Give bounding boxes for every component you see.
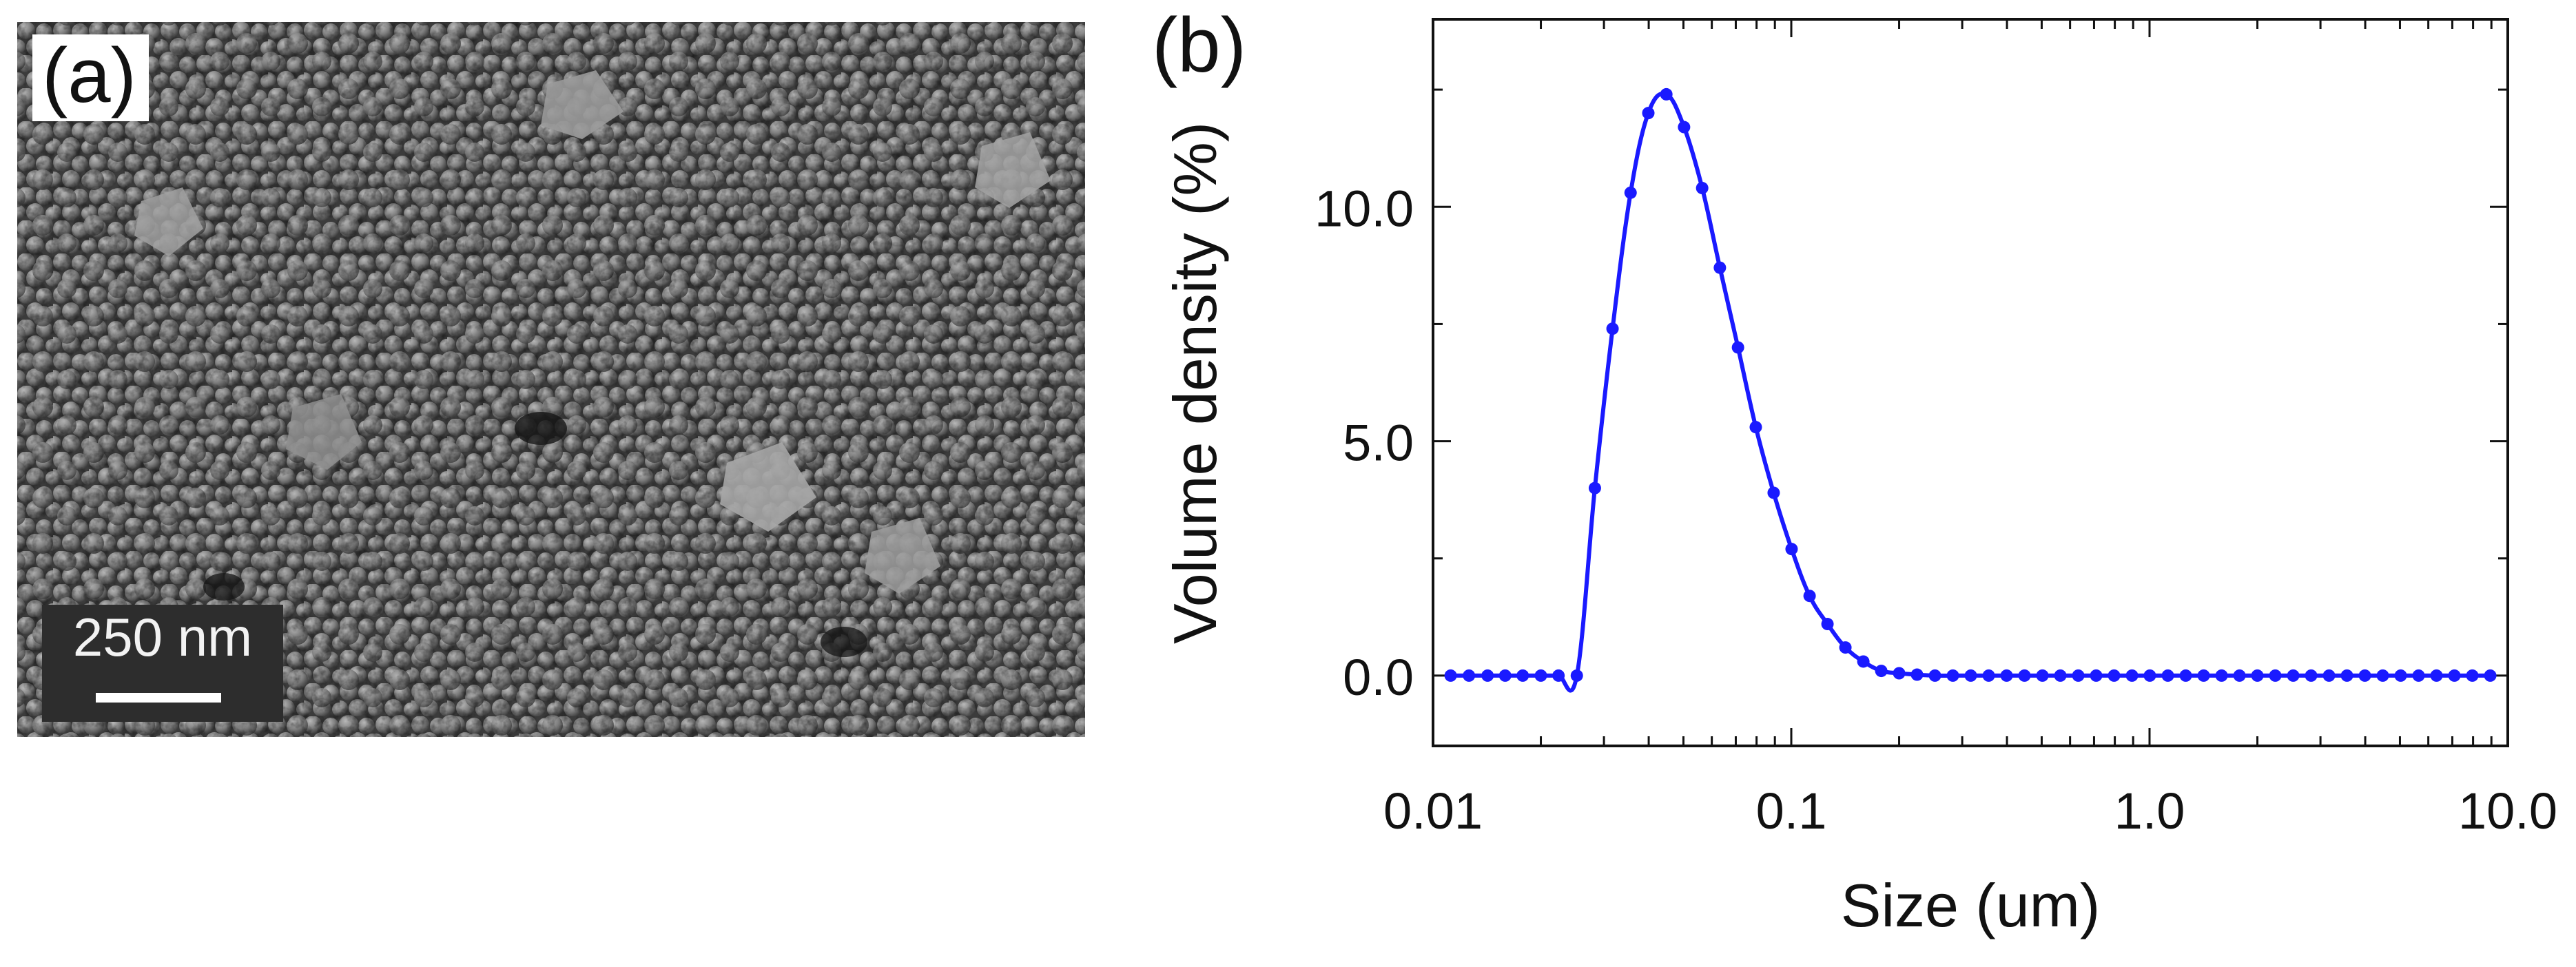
series-volume-density	[1444, 87, 2497, 693]
data-point	[1839, 641, 1852, 654]
data-point	[2412, 669, 2425, 682]
size-distribution-chart: 0.0 5.0 10.0 0.01 0.1 1.0 10.0 Size (um) Volu…	[1161, 18, 2557, 939]
data-point	[1946, 669, 1959, 682]
data-point	[2179, 669, 2192, 682]
data-point	[1463, 669, 1476, 682]
series-line	[1450, 91, 2491, 693]
data-point	[1982, 669, 1995, 682]
sem-image-panel: (a) 250 nm	[17, 22, 1085, 737]
data-point	[1444, 669, 1457, 682]
plot-frame	[1432, 18, 2509, 747]
data-point	[2484, 669, 2497, 682]
data-point	[2287, 669, 2300, 682]
panel-a-label: (a)	[32, 34, 149, 121]
data-point	[2161, 669, 2174, 682]
data-point	[1516, 669, 1529, 682]
data-point	[2430, 669, 2443, 682]
data-point	[1678, 121, 1691, 134]
axis-ticks	[1432, 19, 2508, 746]
data-point	[1713, 261, 1727, 274]
data-point	[2376, 669, 2389, 682]
data-point	[2000, 669, 2013, 682]
data-point	[2215, 669, 2228, 682]
data-point	[1660, 87, 1673, 101]
data-point	[2108, 669, 2121, 682]
data-point	[1803, 590, 1816, 603]
y-tick-labels: 0.0 5.0 10.0	[1315, 180, 1414, 706]
data-point	[2358, 669, 2371, 682]
y-tick-label: 5.0	[1343, 415, 1414, 472]
data-point	[1910, 668, 1924, 681]
data-point	[2018, 669, 2031, 682]
data-point	[1857, 655, 1870, 668]
x-axis-label: Size (um)	[1841, 871, 2101, 939]
data-point	[1749, 421, 1762, 434]
data-point	[2197, 669, 2210, 682]
x-tick-labels: 0.01 0.1 1.0 10.0	[1383, 782, 2557, 840]
data-point	[1696, 182, 1709, 195]
data-point	[1928, 669, 1941, 682]
data-point	[2466, 669, 2479, 682]
data-point	[2090, 669, 2103, 682]
data-point	[1498, 669, 1512, 682]
x-tick-label: 0.01	[1383, 782, 1483, 840]
y-tick-label: 0.0	[1343, 649, 1414, 706]
scale-bar-label: 250 nm	[72, 607, 253, 667]
data-point	[1767, 486, 1780, 499]
data-point	[1552, 669, 1565, 682]
data-point	[1570, 669, 1583, 682]
data-point	[1821, 618, 1834, 631]
size-distribution-panel: 0.0 5.0 10.0 0.01 0.1 1.0 10.0 Size (um) Volu…	[1102, 0, 2576, 967]
data-point	[2233, 669, 2246, 682]
scale-bar: 250 nm	[42, 605, 283, 722]
data-point	[1481, 669, 1494, 682]
data-point	[1642, 107, 1655, 120]
data-point	[1893, 667, 1906, 680]
data-point	[1606, 322, 1619, 335]
scale-bar-line	[96, 693, 221, 703]
data-point	[2269, 669, 2282, 682]
panel-b-label: (b)	[1152, 2, 1246, 88]
data-point	[2125, 669, 2139, 682]
y-tick-label: 10.0	[1315, 180, 1414, 237]
data-point	[2322, 669, 2336, 682]
data-point	[1624, 186, 1637, 199]
data-point	[2251, 669, 2264, 682]
data-point	[2305, 669, 2318, 682]
data-point	[1731, 341, 1744, 354]
data-point	[1964, 669, 1977, 682]
data-point	[2394, 669, 2407, 682]
data-point	[1785, 543, 1798, 556]
data-point	[1588, 481, 1601, 495]
data-point	[2036, 669, 2049, 682]
y-axis-label: Volume density (%)	[1161, 122, 1229, 644]
data-point	[2054, 669, 2067, 682]
data-point	[1534, 669, 1547, 682]
x-tick-label: 0.1	[1756, 782, 1827, 840]
data-point	[2143, 669, 2156, 682]
data-point	[2340, 669, 2353, 682]
data-point	[2448, 669, 2461, 682]
x-tick-label: 1.0	[2114, 782, 2185, 840]
data-point	[2072, 669, 2085, 682]
data-point	[1875, 665, 1888, 678]
x-tick-label: 10.0	[2458, 782, 2557, 840]
